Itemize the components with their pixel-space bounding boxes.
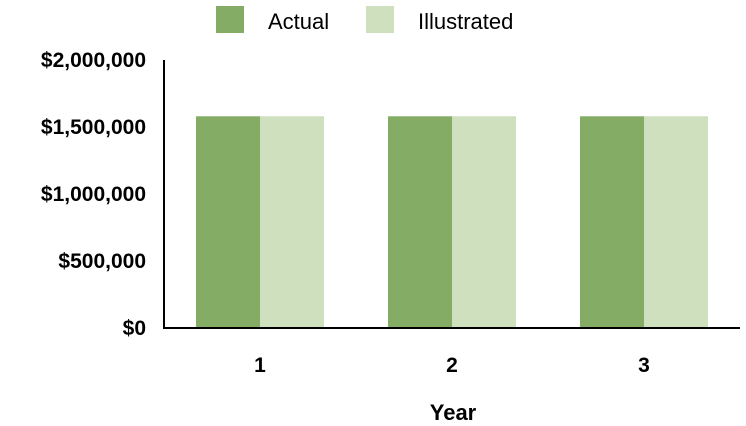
bar-illustrated-year-1 [260,116,324,328]
bar-actual-year-2 [388,116,452,328]
x-axis-title: Year [430,400,477,425]
y-tick-label: $1,500,000 [41,116,146,139]
legend: Actual Illustrated [216,6,513,34]
bar-actual-year-1 [196,116,260,328]
bars [196,116,708,328]
y-tick-label: $2,000,000 [41,49,146,72]
x-tick-label: 2 [446,354,458,377]
bar-illustrated-year-2 [452,116,516,328]
legend-label-actual: Actual [268,9,329,34]
bar-illustrated-year-3 [644,116,708,328]
legend-swatch-illustrated [366,6,394,33]
y-axis-tick-labels: $0 $500,000 $1,000,000 $1,500,000 $2,000,000 [41,49,146,340]
legend-swatch-actual [216,6,244,33]
x-tick-label: 3 [638,354,650,377]
x-tick-label: 1 [254,354,266,377]
bar-actual-year-3 [580,116,644,328]
y-tick-label: $1,000,000 [41,183,146,206]
y-tick-label: $0 [123,317,146,340]
legend-label-illustrated: Illustrated [418,9,513,34]
x-axis-tick-labels: 1 2 3 [254,354,650,377]
y-tick-label: $500,000 [58,250,146,273]
